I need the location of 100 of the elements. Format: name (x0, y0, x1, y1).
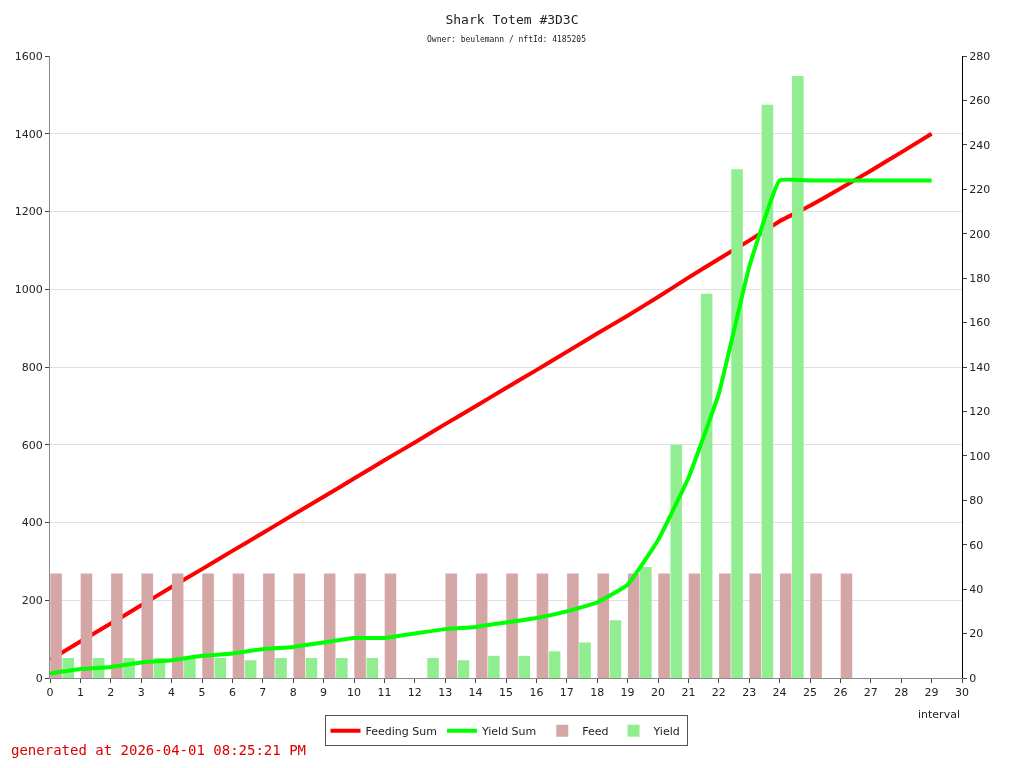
y-tick-label: 600 (21, 438, 43, 452)
bar (244, 660, 257, 678)
x-tick-label: 9 (320, 686, 328, 700)
bar (658, 573, 670, 678)
bar (445, 573, 458, 678)
bar (627, 573, 640, 678)
y2-tick-label: 240 (969, 138, 991, 152)
bar (427, 658, 439, 678)
x-tick-label: 23 (742, 686, 757, 700)
bar (840, 573, 853, 678)
bar (670, 444, 683, 678)
y-tick-label: 400 (21, 516, 43, 530)
x-tick-label: 3 (137, 686, 145, 700)
y-tick-label: 800 (21, 360, 43, 374)
y-tick-label: 200 (21, 594, 43, 608)
bar (640, 566, 652, 678)
x-axis-title: interval (918, 708, 960, 721)
y2-tick-label: 0 (969, 671, 977, 685)
x-tick-label: 15 (499, 686, 513, 700)
bar (263, 573, 275, 678)
x-tick-label: 27 (863, 686, 878, 700)
chart-subtitle: Owner: beulemann / nftId: 4185205 (427, 35, 587, 44)
bar (518, 655, 531, 678)
bar (275, 658, 287, 678)
x-tick-label: 22 (711, 686, 726, 700)
bar (810, 573, 822, 678)
y2-tick-label: 160 (969, 316, 991, 330)
bar (354, 573, 366, 678)
x-tick-label: 2 (107, 686, 115, 700)
x-tick-label: 29 (924, 686, 939, 700)
bar (202, 573, 214, 678)
x-tick-label: 4 (168, 686, 176, 700)
bar (50, 573, 62, 678)
chart-title: Shark Totem #3D3C (445, 12, 579, 28)
bar (688, 573, 701, 678)
x-tick-label: 12 (407, 686, 422, 700)
y2-tick-label: 200 (969, 227, 991, 241)
bar (323, 573, 336, 678)
bar (366, 658, 379, 678)
bar (111, 573, 123, 678)
bar (475, 573, 488, 678)
bar (749, 573, 762, 678)
y-tick-label: 1400 (14, 127, 43, 141)
bar (506, 573, 518, 678)
legend-label: Feeding Sum (365, 725, 437, 739)
bar (597, 573, 610, 678)
x-tick-label: 25 (803, 686, 817, 700)
x-tick-label: 14 (468, 686, 483, 700)
y-tick-label: 0 (35, 671, 43, 685)
y2-tick-label: 260 (969, 94, 991, 108)
bar (700, 293, 713, 678)
legend-label: Feed (582, 725, 609, 739)
x-tick-label: 28 (894, 686, 909, 700)
bar (609, 620, 622, 678)
legend-label: Yield (652, 725, 680, 739)
bar (779, 573, 792, 678)
bar (579, 642, 591, 678)
y2-tick-label: 60 (969, 538, 984, 552)
bar (536, 573, 549, 678)
x-tick-label: 17 (559, 686, 574, 700)
y2-tick-label: 180 (969, 271, 991, 285)
bar (141, 573, 154, 678)
y2-tick-label: 220 (969, 183, 991, 197)
x-tick-label: 24 (772, 686, 787, 700)
x-tick-label: 8 (289, 686, 297, 700)
legend-label: Yield Sum (480, 725, 537, 739)
bar (214, 658, 227, 678)
bar (488, 655, 500, 678)
bar (719, 573, 731, 678)
bar (731, 169, 743, 678)
x-tick-label: 26 (833, 686, 848, 700)
x-tick-label: 18 (590, 686, 605, 700)
x-tick-label: 20 (651, 686, 665, 700)
bar (548, 651, 561, 678)
y-tick-label: 1000 (14, 283, 43, 297)
x-tick-label: 0 (46, 686, 54, 700)
bar (305, 658, 318, 678)
y2-tick-label: 280 (969, 49, 991, 63)
y-tick-label: 1600 (14, 49, 43, 63)
bar (80, 573, 93, 678)
x-tick-label: 30 (955, 686, 969, 700)
x-tick-label: 21 (681, 686, 696, 700)
bar (336, 658, 348, 678)
y2-tick-label: 140 (969, 360, 991, 374)
y2-tick-label: 20 (969, 627, 984, 641)
x-tick-label: 6 (228, 686, 236, 700)
y2-tick-label: 100 (969, 449, 991, 463)
x-tick-label: 13 (438, 686, 453, 700)
bar (567, 573, 579, 678)
bar (184, 658, 196, 678)
bar (761, 104, 774, 678)
bar (384, 573, 397, 678)
y-tick-label: 1200 (14, 205, 43, 219)
bar (457, 660, 470, 678)
x-tick-label: 19 (620, 686, 635, 700)
bar (792, 75, 804, 678)
x-tick-label: 7 (259, 686, 267, 700)
y2-tick-label: 80 (969, 494, 984, 508)
y2-tick-label: 120 (969, 405, 991, 419)
x-tick-label: 10 (347, 686, 361, 700)
